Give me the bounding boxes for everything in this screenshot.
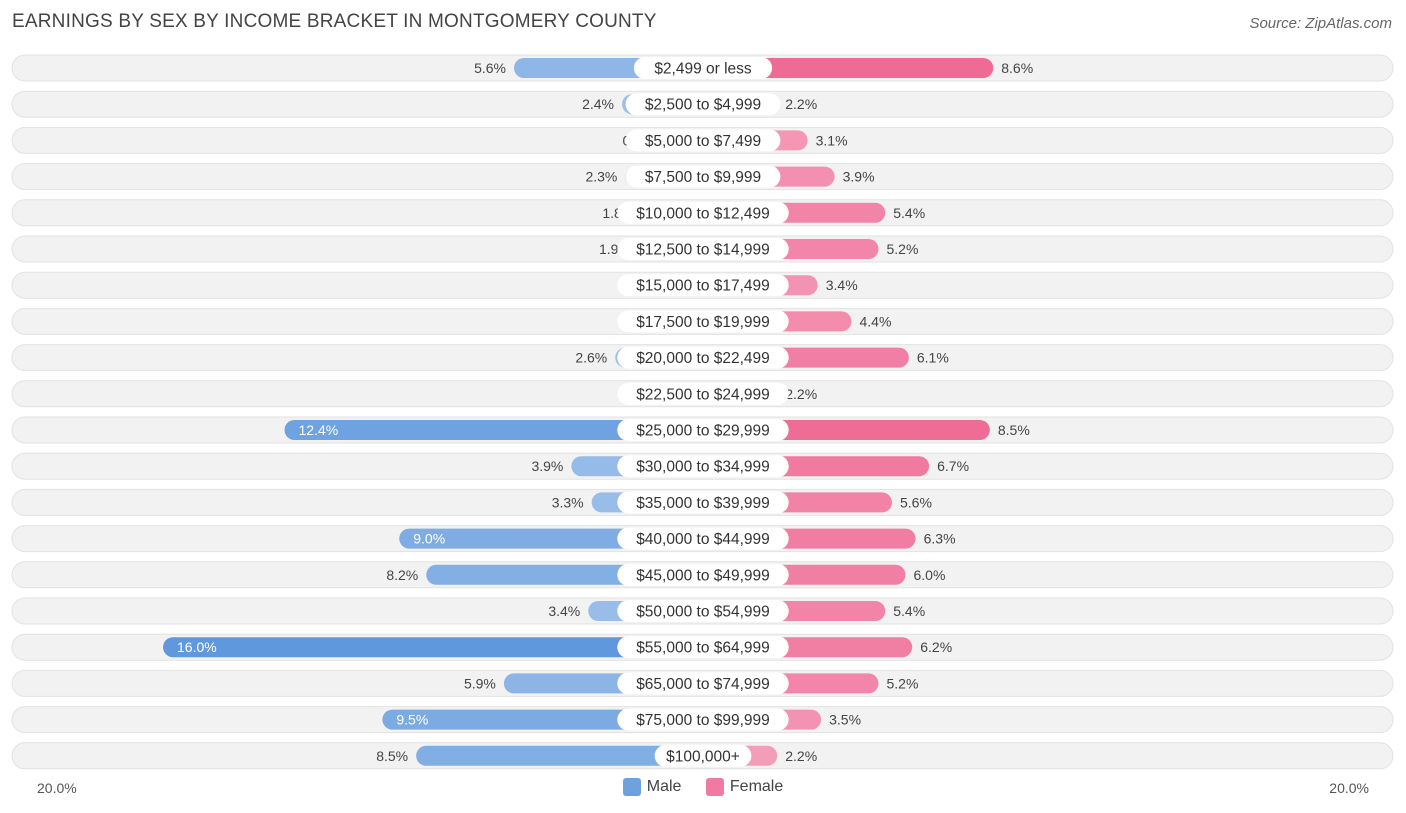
chart-title: EARNINGS BY SEX BY INCOME BRACKET IN MON…: [12, 11, 657, 32]
category-pill: [625, 165, 781, 188]
female-value-label: 6.1%: [917, 350, 949, 366]
category-pill: [617, 600, 789, 622]
male-value-label: 16.0%: [177, 639, 217, 655]
legend-female-label: Female: [729, 778, 784, 795]
category-label: $17,500 to $19,999: [636, 314, 770, 331]
category-label: $5,000 to $7,499: [645, 133, 761, 150]
category-pill: [625, 93, 781, 116]
category-label: $15,000 to $17,499: [636, 278, 770, 295]
female-value-label: 5.6%: [900, 494, 932, 510]
male-value-label: 5.6%: [474, 60, 506, 76]
male-bar: [163, 637, 703, 658]
female-value-label: 4.4%: [860, 313, 892, 329]
female-value-label: 5.2%: [887, 241, 919, 257]
female-value-label: 6.3%: [924, 531, 956, 547]
male-value-label: 9.0%: [413, 531, 445, 547]
male-value-label: 3.4%: [548, 603, 580, 619]
male-value-label: 2.6%: [575, 350, 607, 366]
legend-item-female[interactable]: Female: [705, 778, 784, 796]
category-label: $12,500 to $14,999: [636, 242, 770, 259]
legend-item-male[interactable]: Male: [622, 778, 682, 796]
source-label: Source: ZipAtlas.com: [1249, 15, 1392, 32]
male-value-label: 8.2%: [386, 567, 418, 583]
female-value-label: 3.4%: [826, 277, 858, 293]
category-label: $50,000 to $54,999: [636, 604, 770, 621]
female-value-label: 2.2%: [785, 386, 817, 402]
female-value-label: 2.2%: [785, 748, 817, 764]
category-pill: [617, 455, 789, 478]
category-pill: [617, 346, 789, 369]
male-value-label: 2.3%: [585, 169, 617, 185]
female-value-label: 3.9%: [843, 169, 875, 185]
female-swatch: [705, 778, 724, 796]
category-pill: [617, 382, 789, 405]
category-pill: [617, 274, 789, 297]
category-label: $25,000 to $29,999: [636, 423, 770, 440]
axis-right-label: 20.0%: [1329, 780, 1369, 796]
female-value-label: 5.4%: [893, 205, 925, 221]
male-value-label: 5.9%: [464, 675, 496, 691]
category-pill: [654, 744, 752, 767]
female-bar: [703, 58, 994, 78]
female-value-label: 6.7%: [937, 458, 969, 474]
category-pill: [617, 201, 789, 224]
category-label: $100,000+: [666, 748, 740, 765]
category-pill: [617, 527, 789, 550]
male-value-label: 8.5%: [376, 748, 408, 764]
female-value-label: 3.1%: [816, 132, 848, 148]
category-pill: [617, 708, 789, 731]
female-value-label: 8.5%: [998, 422, 1030, 438]
axis-left-label: 20.0%: [37, 780, 77, 796]
category-pill: [617, 419, 789, 441]
category-label: $55,000 to $64,999: [636, 640, 770, 657]
male-value-label: 3.9%: [531, 458, 563, 474]
category-pill: [617, 310, 789, 333]
category-label: $65,000 to $74,999: [636, 676, 770, 693]
category-pill: [617, 672, 789, 695]
category-label: $7,500 to $9,999: [645, 169, 761, 186]
category-label: $22,500 to $24,999: [636, 386, 770, 403]
category-label: $2,500 to $4,999: [645, 97, 761, 114]
category-pill: [633, 57, 773, 79]
legend-male-label: Male: [646, 778, 682, 795]
category-pill: [617, 491, 789, 514]
category-label: $75,000 to $99,999: [636, 712, 770, 729]
female-value-label: 6.2%: [920, 639, 952, 655]
category-label: $10,000 to $12,499: [636, 205, 770, 222]
male-value-label: 3.3%: [552, 494, 584, 510]
female-value-label: 3.5%: [829, 712, 861, 728]
category-label: $35,000 to $39,999: [636, 495, 770, 512]
category-label: $45,000 to $49,999: [636, 567, 770, 584]
category-pill: [625, 129, 781, 152]
female-value-label: 5.4%: [893, 603, 925, 619]
category-label: $2,499 or less: [654, 61, 752, 78]
female-value-label: 8.6%: [1001, 60, 1033, 76]
category-label: $40,000 to $44,999: [636, 531, 770, 548]
category-pill: [617, 238, 789, 260]
male-bar: [416, 745, 703, 766]
male-swatch: [622, 778, 641, 796]
male-value-label: 9.5%: [396, 712, 428, 728]
male-value-label: 2.4%: [582, 96, 614, 112]
category-label: $20,000 to $22,499: [636, 350, 770, 367]
male-bar: [284, 420, 703, 440]
category-pill: [617, 563, 789, 586]
category-label: $30,000 to $34,999: [636, 459, 770, 476]
male-value-label: 12.4%: [299, 422, 339, 438]
female-value-label: 5.2%: [887, 675, 919, 691]
female-value-label: 6.0%: [914, 567, 946, 583]
female-value-label: 2.2%: [785, 96, 817, 112]
category-pill: [617, 636, 789, 659]
legend: Male Female: [0, 778, 1406, 801]
